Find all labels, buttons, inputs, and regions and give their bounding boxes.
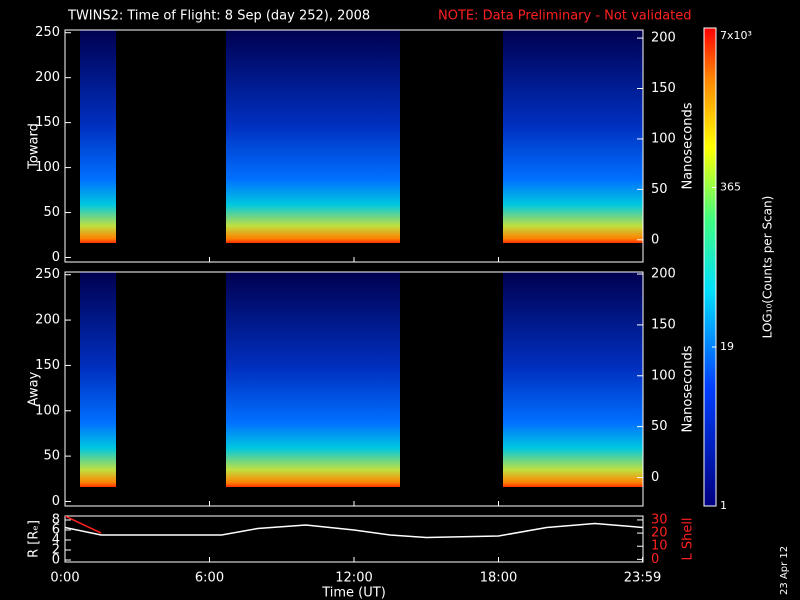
y2-axis-label: Nanoseconds bbox=[681, 345, 696, 432]
y-axis-label: R [Rₑ] bbox=[27, 520, 42, 558]
y-tick-label: 4 bbox=[52, 533, 60, 548]
y-tick-label: 0 bbox=[52, 250, 60, 265]
y-tick-label: 100 bbox=[35, 160, 60, 175]
colorbar-label: LOG₁₀(Counts per Scan) bbox=[761, 196, 775, 339]
y2-tick-label: 10 bbox=[651, 539, 668, 554]
y2-tick-label: 100 bbox=[651, 368, 676, 383]
y-tick-label: 200 bbox=[35, 70, 60, 85]
x-axis-label: Time (UT) bbox=[321, 586, 386, 600]
colorbar-tick-label: 365 bbox=[720, 180, 741, 193]
colorbar-tick-label: 1 bbox=[720, 499, 727, 512]
y2-axis-label: L Shell bbox=[681, 517, 696, 560]
series-line bbox=[65, 522, 643, 539]
y2-tick-label: 200 bbox=[651, 267, 676, 282]
y2-tick-label: 0 bbox=[651, 232, 659, 247]
y-tick-label: 2 bbox=[52, 543, 60, 558]
y-tick-label: 150 bbox=[35, 358, 60, 373]
x-tick-label: 12:00 bbox=[335, 571, 372, 586]
y2-axis-label: Nanoseconds bbox=[681, 102, 696, 189]
y2-tick-label: 100 bbox=[651, 131, 676, 146]
y-tick-label: 0 bbox=[52, 553, 60, 568]
x-tick-label: 23:59 bbox=[624, 571, 661, 586]
y2-tick-label: 50 bbox=[651, 182, 668, 197]
colorbar bbox=[703, 27, 717, 507]
y-tick-label: 0 bbox=[52, 494, 60, 509]
y2-tick-label: 0 bbox=[651, 552, 659, 567]
y2-tick-label: 200 bbox=[651, 31, 676, 46]
note: NOTE: Data Preliminary - Not validated bbox=[438, 9, 692, 24]
y-tick-label: 150 bbox=[35, 115, 60, 130]
y2-tick-label: 30 bbox=[651, 512, 668, 527]
y-axis-label: Toward bbox=[27, 123, 42, 170]
y2-tick-label: 150 bbox=[651, 81, 676, 96]
title: TWINS2: Time of Flight: 8 Sep (day 252),… bbox=[67, 9, 370, 24]
x-tick-label: 6:00 bbox=[195, 571, 224, 586]
y-tick-label: 50 bbox=[43, 449, 60, 464]
date-stamp: 23 Apr 12 bbox=[779, 546, 790, 595]
x-tick-label: 0:00 bbox=[50, 571, 79, 586]
series-line bbox=[65, 516, 499, 540]
plot-frame bbox=[64, 515, 644, 563]
colorbar-tick-label: 19 bbox=[720, 340, 734, 353]
y-tick-label: 100 bbox=[35, 403, 60, 418]
y-tick-label: 8 bbox=[52, 513, 60, 528]
y-tick-label: 6 bbox=[52, 523, 60, 538]
y-tick-label: 250 bbox=[35, 25, 60, 40]
spectrogram-fill bbox=[80, 30, 643, 487]
x-tick-label: 18:00 bbox=[480, 571, 517, 586]
y2-tick-label: 20 bbox=[651, 526, 668, 541]
y-tick-label: 200 bbox=[35, 313, 60, 328]
y-tick-label: 250 bbox=[35, 267, 60, 282]
y-axis-label: Away bbox=[27, 371, 42, 406]
y2-tick-label: 0 bbox=[651, 470, 659, 485]
colorbar-tick-label: 7x10³ bbox=[720, 29, 752, 42]
y2-tick-label: 150 bbox=[651, 317, 676, 332]
y2-tick-label: 50 bbox=[651, 419, 668, 434]
y-tick-label: 50 bbox=[43, 205, 60, 220]
